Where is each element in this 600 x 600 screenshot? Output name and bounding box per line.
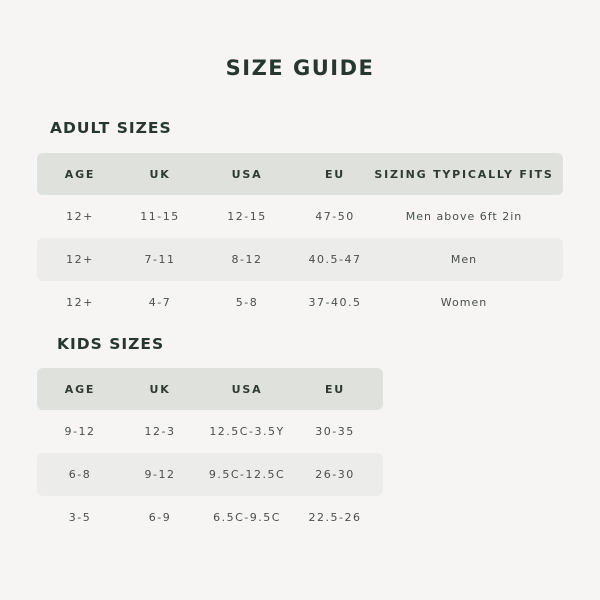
cell-eu: 40.5-47 xyxy=(308,253,362,266)
cell-uk: 4-7 xyxy=(148,296,172,309)
cell-usa: 5-8 xyxy=(235,296,259,309)
kids-sizes-heading: KIDS SIZES xyxy=(57,335,165,353)
adult-sizes-heading: ADULT SIZES xyxy=(50,119,172,137)
table-header-row: AGE UK USA EU xyxy=(37,368,383,410)
cell-eu: 47-50 xyxy=(315,210,355,223)
cell-age: 12+ xyxy=(66,296,94,309)
table-row: 12+ 11-15 12-15 47-50 Men above 6ft 2in xyxy=(37,195,563,238)
page-title: SIZE GUIDE xyxy=(225,56,375,80)
cell-age: 12+ xyxy=(66,253,94,266)
column-header-eu: EU xyxy=(324,167,346,181)
column-header-fits: SIZING TYPICALLY FITS xyxy=(374,167,554,181)
table-row: 12+ 7-11 8-12 40.5-47 Men xyxy=(37,238,563,281)
table-row: 12+ 4-7 5-8 37-40.5 Women xyxy=(37,281,563,324)
table-row: 6-8 9-12 9.5C-12.5C 26-30 xyxy=(37,453,383,496)
cell-fits: Men above 6ft 2in xyxy=(405,210,523,223)
column-header-eu: EU xyxy=(324,382,346,396)
cell-age: 3-5 xyxy=(68,511,92,524)
table-row: 3-5 6-9 6.5C-9.5C 22.5-26 xyxy=(37,496,383,539)
column-header-uk: UK xyxy=(149,382,171,396)
column-header-usa: USA xyxy=(231,167,263,181)
cell-usa: 12.5C-3.5Y xyxy=(209,425,285,438)
cell-uk: 12-3 xyxy=(144,425,176,438)
cell-eu: 26-30 xyxy=(315,468,355,481)
cell-age: 9-12 xyxy=(64,425,96,438)
cell-eu: 37-40.5 xyxy=(308,296,362,309)
column-header-usa: USA xyxy=(231,382,263,396)
cell-uk: 7-11 xyxy=(144,253,176,266)
cell-usa: 9.5C-12.5C xyxy=(208,468,286,481)
cell-fits: Men xyxy=(450,253,478,266)
column-header-age: AGE xyxy=(64,167,96,181)
cell-usa: 8-12 xyxy=(231,253,263,266)
column-header-uk: UK xyxy=(149,167,171,181)
cell-age: 6-8 xyxy=(68,468,92,481)
kids-size-table: AGE UK USA EU 9-12 12-3 12.5C-3.5Y 30-35… xyxy=(37,368,383,539)
cell-uk: 6-9 xyxy=(148,511,172,524)
cell-fits: Women xyxy=(440,296,488,309)
table-header-row: AGE UK USA EU SIZING TYPICALLY FITS xyxy=(37,153,563,195)
cell-usa: 6.5C-9.5C xyxy=(213,511,281,524)
cell-uk: 11-15 xyxy=(140,210,180,223)
cell-usa: 12-15 xyxy=(227,210,267,223)
cell-eu: 22.5-26 xyxy=(308,511,362,524)
cell-age: 12+ xyxy=(66,210,94,223)
column-header-age: AGE xyxy=(64,382,96,396)
cell-uk: 9-12 xyxy=(144,468,176,481)
cell-eu: 30-35 xyxy=(315,425,355,438)
table-row: 9-12 12-3 12.5C-3.5Y 30-35 xyxy=(37,410,383,453)
adult-size-table: AGE UK USA EU SIZING TYPICALLY FITS 12+ … xyxy=(37,153,563,324)
